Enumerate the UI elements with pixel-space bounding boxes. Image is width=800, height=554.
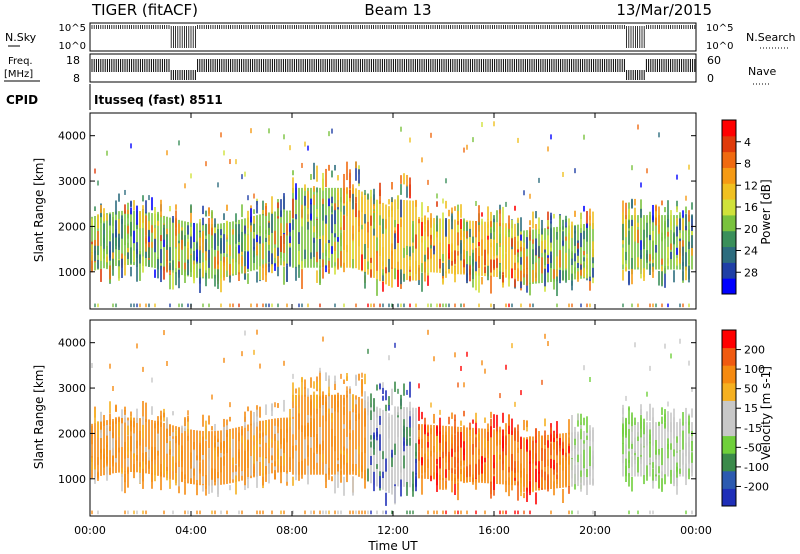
colorbar-tick-label: 200: [744, 344, 765, 357]
colorbar-tick-label: 50: [744, 383, 758, 396]
colorbar-segment: [722, 262, 736, 279]
power-y-label: Slant Range [km]: [32, 158, 46, 262]
cpid-value: Itusseq (fast) 8511: [94, 93, 223, 107]
x-tick-label: 12:00: [377, 524, 409, 537]
y-tick-label: 1000: [58, 473, 86, 486]
x-tick-label: 20:00: [579, 524, 611, 537]
freq-tick-bottom: 8: [73, 72, 80, 85]
colorbar-tick-label: 20: [744, 223, 758, 236]
x-tick-label: 00:00: [74, 524, 106, 537]
colorbar-tick-label: 4: [744, 136, 751, 149]
nave-tick-bottom: 0: [707, 72, 714, 85]
x-tick-label: 00:00: [680, 524, 712, 537]
colorbar-tick-label: 24: [744, 245, 758, 258]
colorbar-tick-label: 8: [744, 158, 751, 171]
power-colorbar-label: Power [dB]: [759, 179, 773, 244]
nsky-tick-top: 10^5: [59, 23, 86, 34]
power-x-axis: [89, 113, 697, 309]
colorbar-tick-label: -200: [744, 480, 769, 493]
colorbar-segment: [722, 167, 736, 184]
colorbar-segment: [722, 400, 736, 419]
colorbar-segment: [722, 365, 736, 384]
colorbar-segment: [722, 214, 736, 232]
nsky-frame: [89, 22, 697, 52]
colorbar-segment: [722, 135, 736, 153]
power-colorbar: 4 8 12 16 20 24 28: [721, 119, 758, 295]
y-tick-label: 3000: [58, 382, 86, 395]
y-tick-label: 3000: [58, 175, 86, 188]
colorbar-tick-label: 100: [744, 363, 765, 376]
velocity-colorbar: 200 100 50 15 -15 -50 -100 -200: [721, 329, 769, 507]
x-tick-label: 08:00: [276, 524, 308, 537]
colorbar-tick-label: 15: [744, 402, 758, 415]
cpid-panel: CPID Itusseq (fast) 8511: [6, 84, 223, 110]
colorbar-tick-label: 12: [744, 179, 758, 192]
y-tick-label: 1000: [58, 266, 86, 279]
colorbar-segment: [722, 435, 736, 454]
power-y-axis: 1000 2000 3000 4000: [58, 130, 696, 279]
cpid-label: CPID: [6, 93, 38, 107]
colorbar-segment: [722, 470, 736, 489]
freq-frame: [89, 53, 697, 83]
colorbar-tick-label: 28: [744, 266, 758, 279]
nsky-right-tick-bottom: 10^0: [706, 41, 733, 52]
velocity-frame: [89, 319, 697, 517]
colorbar-segment: [722, 230, 736, 248]
freq-unit: [MHz]: [4, 69, 33, 80]
nsearch-label: N.Search: [746, 31, 796, 44]
freq-panel: Freq. [MHz] 18 8 60 0 Nave: [4, 53, 776, 85]
velocity-y-axis: 1000 2000 3000 4000: [58, 337, 696, 486]
freq-label: Freq.: [8, 56, 33, 67]
colorbar-segment: [722, 183, 736, 200]
plot-title: TIGER (fitACF): [91, 1, 198, 19]
power-data: [91, 121, 693, 308]
colorbar-segment: [722, 278, 736, 295]
freq-trace: [91, 59, 696, 80]
beam-label: Beam 13: [364, 1, 431, 19]
colorbar-segment: [722, 488, 736, 507]
colorbar-segment: [722, 151, 736, 168]
nave-label: Nave: [748, 65, 776, 78]
colorbar-segment: [722, 347, 736, 366]
colorbar-tick-label: -15: [744, 422, 762, 435]
colorbar-tick-label: 16: [744, 201, 758, 214]
nsky-tick-bottom: 10^0: [59, 41, 86, 52]
velocity-panel: 1000 2000 3000 4000 00:00 04:00 08:00 12:00 16:…: [32, 319, 773, 537]
colorbar-segment: [722, 199, 736, 216]
nsky-panel: N.Sky 10^5 10^0 10^5 10^0 N.Search: [5, 22, 796, 52]
y-tick-label: 4000: [58, 337, 86, 350]
x-axis-label: Time UT: [367, 539, 418, 553]
colorbar-segment: [722, 120, 736, 137]
velocity-y-label: Slant Range [km]: [32, 365, 46, 469]
colorbar-segment: [722, 330, 736, 349]
nsky-trace: [91, 25, 696, 48]
colorbar-segment: [722, 382, 736, 401]
x-tick-label: 04:00: [175, 524, 207, 537]
colorbar-segment: [722, 418, 736, 437]
colorbar-frame: [721, 329, 737, 507]
y-tick-label: 2000: [58, 220, 86, 233]
velocity-colorbar-label: Velocity [m s-1]: [759, 366, 773, 460]
power-frame: [89, 112, 697, 310]
y-tick-label: 2000: [58, 427, 86, 440]
velocity-data: [91, 329, 693, 515]
x-tick-label: 16:00: [478, 524, 510, 537]
colorbar-segment: [722, 453, 736, 472]
colorbar-tick-label: -50: [744, 441, 762, 454]
nsky-right-tick-top: 10^5: [706, 23, 733, 34]
colorbar-segment: [722, 246, 736, 263]
velocity-x-axis: 00:00 04:00 08:00 12:00 16:00 20:00 00:00: [74, 320, 712, 537]
nsky-label: N.Sky: [5, 31, 37, 44]
nave-tick-top: 60: [707, 54, 721, 67]
power-panel: 1000 2000 3000 4000 Slant Range [km] 4 8 12 16…: [32, 112, 773, 310]
freq-tick-top: 18: [66, 54, 80, 67]
y-tick-label: 4000: [58, 130, 86, 143]
date-label: 13/Mar/2015: [616, 1, 712, 19]
colorbar-tick-label: -100: [744, 461, 769, 474]
